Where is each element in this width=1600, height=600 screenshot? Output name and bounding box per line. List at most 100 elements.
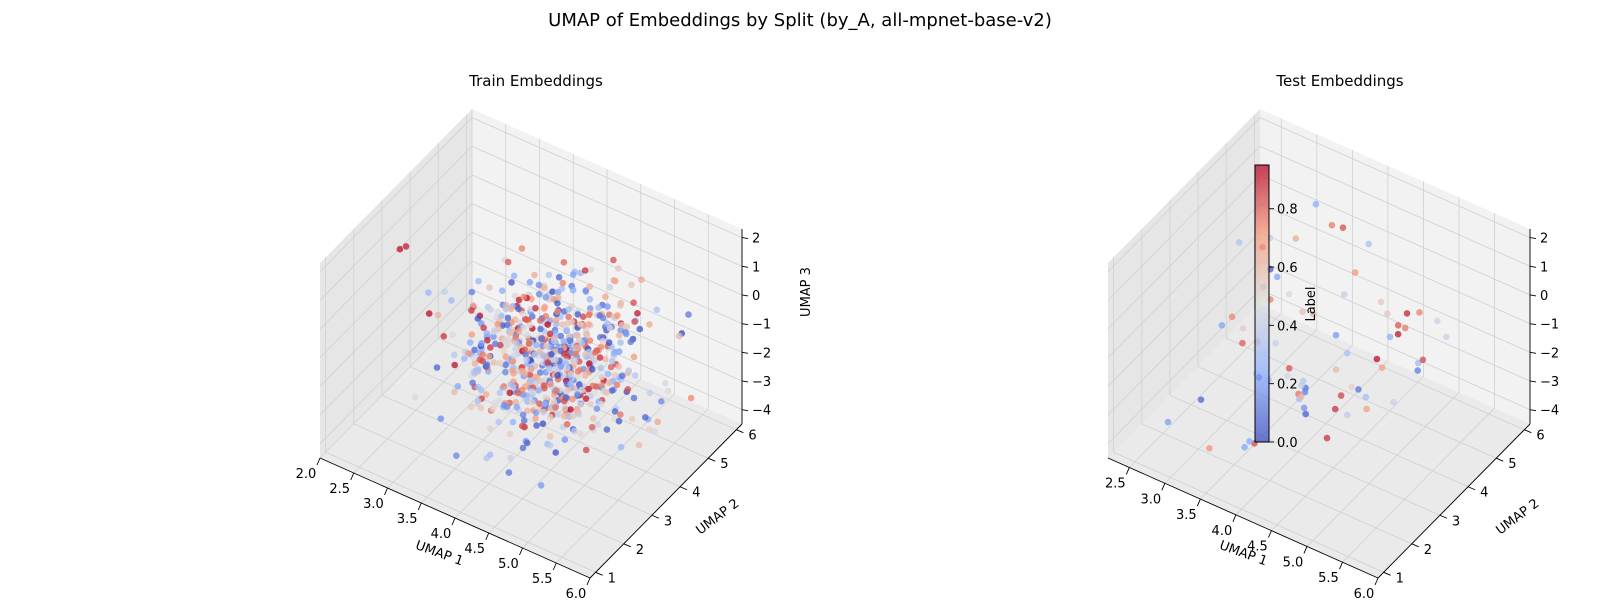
data-point <box>1384 310 1391 318</box>
data-point <box>535 387 542 394</box>
data-point <box>594 421 602 428</box>
data-point <box>597 343 605 351</box>
data-point <box>571 427 578 435</box>
data-point <box>1363 405 1370 413</box>
data-point <box>509 367 516 374</box>
data-point <box>585 385 592 393</box>
y-tick-label: 1 <box>1396 571 1404 586</box>
data-point <box>642 414 649 421</box>
grid-line <box>420 348 574 504</box>
data-point <box>617 339 624 346</box>
data-point <box>513 403 521 411</box>
data-point <box>502 305 510 313</box>
data-point <box>610 256 617 264</box>
data-point <box>1377 298 1385 306</box>
y-tick-label: 2 <box>636 543 644 558</box>
y-tick-mark <box>679 486 688 491</box>
data-point <box>675 332 683 340</box>
data-point <box>507 454 514 462</box>
test-plot: Test Embeddings 2.5 3.0 3.5 4.0 4.5 5.0 5.5 6.0… <box>1105 72 1559 600</box>
data-point <box>587 266 595 274</box>
grid-line <box>319 303 473 459</box>
data-point <box>1340 291 1348 298</box>
data-point <box>500 383 508 390</box>
grid-line <box>1271 376 1424 531</box>
train-plot: Train Embeddings 2.0 2.5 3.0 3.5 4.0 4.5 5.0 5.… <box>296 72 814 600</box>
data-point <box>504 258 512 266</box>
test-axes-panes <box>1108 109 1530 578</box>
data-point <box>466 339 474 346</box>
data-point <box>519 422 526 430</box>
data-point <box>1331 405 1339 413</box>
grid-line <box>1259 174 1531 296</box>
data-point <box>1235 239 1243 246</box>
data-point <box>482 391 490 398</box>
data-point <box>1302 410 1309 418</box>
data-point <box>552 356 559 364</box>
colorbar-label: Label <box>1304 286 1319 321</box>
data-point <box>561 404 569 412</box>
data-point <box>526 278 534 286</box>
data-point <box>1344 411 1351 419</box>
grid-line <box>1164 328 1318 484</box>
grid-line <box>1254 309 1525 431</box>
data-point <box>587 400 594 408</box>
z-tick-mark <box>741 294 749 297</box>
data-point <box>574 373 582 380</box>
data-point <box>569 286 577 294</box>
z-tick-label: −4 <box>1540 404 1559 419</box>
data-point <box>1348 383 1355 391</box>
data-point <box>582 350 589 358</box>
grid-line <box>1107 117 1261 272</box>
data-point <box>623 330 630 338</box>
train-yaxis-label: UMAP 2 <box>693 496 742 538</box>
data-point <box>476 356 483 364</box>
data-point <box>651 428 659 435</box>
y-tick-label: 5 <box>720 457 728 472</box>
data-point <box>467 403 475 411</box>
x-tick-label: 4.0 <box>431 527 452 542</box>
data-point <box>561 412 568 420</box>
data-point <box>477 386 485 394</box>
data-point <box>597 400 605 408</box>
data-point <box>1164 418 1172 426</box>
data-point <box>617 411 624 418</box>
z-tick-label: −4 <box>752 404 771 419</box>
data-point <box>448 297 455 304</box>
data-point <box>474 315 482 322</box>
y-tick-mark <box>1411 543 1419 548</box>
data-point <box>630 353 638 361</box>
data-point <box>514 389 522 397</box>
x-axis-line <box>1107 457 1379 579</box>
back-pane <box>1260 109 1530 424</box>
x-tick-mark <box>384 487 388 496</box>
data-point <box>538 335 545 342</box>
data-point <box>396 245 404 253</box>
grid-line <box>1259 145 1531 267</box>
data-point <box>519 411 527 419</box>
data-point <box>461 355 468 362</box>
data-point <box>1284 372 1291 380</box>
data-point <box>574 311 582 318</box>
data-point <box>653 306 661 314</box>
grid-line <box>1107 232 1261 387</box>
data-point <box>586 283 593 290</box>
train-plot-title: Train Embeddings <box>468 72 603 90</box>
data-point <box>559 321 566 328</box>
grid-line <box>1113 451 1384 573</box>
data-point <box>605 379 612 387</box>
z-tick-label: −2 <box>1540 346 1559 361</box>
data-point <box>519 310 526 318</box>
data-point <box>478 340 485 347</box>
data-point <box>1312 200 1320 208</box>
data-point <box>524 407 531 415</box>
data-point <box>1401 324 1409 332</box>
data-point <box>563 352 570 359</box>
y-tick-mark <box>708 457 716 462</box>
data-point <box>563 326 570 334</box>
x-tick-mark <box>350 472 355 481</box>
x-tick-mark <box>451 517 456 526</box>
data-point <box>1332 331 1340 339</box>
data-point <box>471 369 479 377</box>
data-point <box>591 389 598 396</box>
